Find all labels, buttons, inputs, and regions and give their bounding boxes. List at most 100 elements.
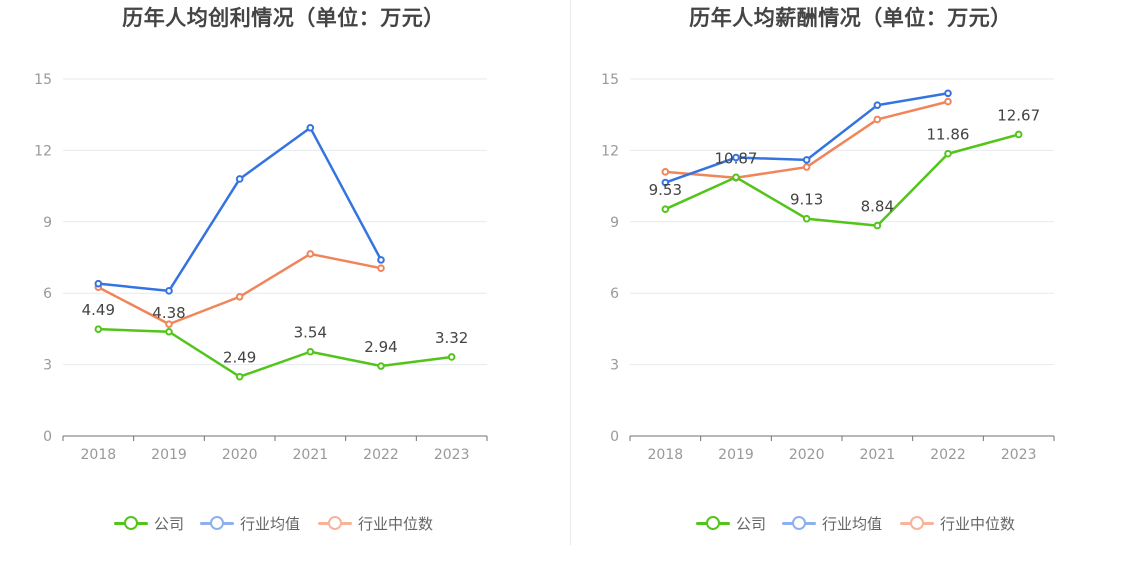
legend-item-industry-median[interactable]: 行业中位数	[900, 511, 1015, 535]
series-line-company	[664, 133, 1019, 227]
profit-per-capita-chart: 历年人均创利情况（单位：万元） 0 3 6 9 12 15 2018 2019 2020 2021…	[0, 6, 567, 535]
chart-legend: 公司 行业均值 行业中位数	[0, 511, 567, 535]
data-point-industry-avg[interactable]	[802, 156, 811, 164]
salary-per-capita-chart: 历年人均薪酬情况（单位：万元） 0 3 6 9 12 15 2018 2019 2020 2021…	[567, 0, 1134, 582]
legend-ring	[210, 516, 224, 530]
x-tick-label: 2022	[363, 447, 399, 463]
y-tick-label: 3	[610, 358, 619, 374]
panel-divider	[570, 0, 571, 545]
data-point-company[interactable]	[802, 214, 811, 223]
legend-ring	[910, 516, 924, 530]
data-point-industry-avg[interactable]	[944, 89, 952, 98]
data-point-company[interactable]	[165, 327, 173, 336]
data-point-industry-median[interactable]	[661, 168, 670, 176]
y-tick-label: 6	[43, 286, 52, 302]
legend-label: 行业均值	[822, 514, 883, 533]
data-label: 11.86	[927, 126, 970, 144]
legend-industry-avg-icon	[200, 511, 234, 535]
legend-ring	[706, 516, 720, 530]
data-point-industry-avg[interactable]	[165, 287, 173, 295]
legend-label: 行业中位数	[358, 514, 434, 533]
legend-item-company[interactable]: 公司	[114, 511, 184, 535]
legend-ring	[792, 516, 806, 530]
data-label: 2.49	[223, 349, 256, 367]
data-point-company[interactable]	[873, 221, 882, 230]
legend-item-industry-median[interactable]: 行业中位数	[318, 511, 433, 535]
legend-label: 行业中位数	[940, 514, 1016, 533]
data-label: 3.54	[294, 324, 327, 342]
chart-title: 历年人均创利情况（单位：万元）	[122, 6, 445, 30]
y-tick-label: 0	[610, 429, 619, 445]
legend-company-icon	[696, 511, 730, 535]
data-label: 4.38	[152, 304, 185, 322]
data-point-company[interactable]	[732, 173, 740, 182]
data-label: 3.32	[435, 329, 468, 347]
legend-industry-median-icon	[318, 511, 352, 535]
x-tick-label: 2023	[1001, 447, 1037, 463]
chart-title: 历年人均薪酬情况（单位：万元）	[689, 6, 1012, 30]
data-point-industry-avg[interactable]	[94, 279, 103, 288]
legend-label: 行业均值	[240, 514, 301, 533]
data-label: 12.67	[997, 106, 1040, 124]
x-tick-label: 2018	[81, 447, 117, 463]
x-tick-label: 2021	[293, 447, 329, 463]
data-point-industry-avg[interactable]	[661, 178, 670, 187]
data-point-industry-median[interactable]	[873, 115, 882, 124]
x-tick-label: 2019	[718, 447, 754, 463]
legend-ring	[124, 516, 138, 530]
legend-ring	[328, 516, 342, 530]
data-label: 9.53	[649, 181, 682, 199]
legend-label: 公司	[736, 514, 767, 533]
data-point-industry-median[interactable]	[306, 250, 315, 258]
data-label: 2.94	[364, 338, 397, 356]
y-tick-label: 15	[601, 72, 619, 88]
data-point-industry-median[interactable]	[802, 163, 811, 171]
data-label: 10.87	[715, 149, 758, 167]
data-point-industry-median[interactable]	[235, 292, 244, 301]
data-point-industry-avg[interactable]	[235, 175, 244, 183]
legend-industry-avg-icon	[782, 511, 816, 535]
data-label: 4.49	[82, 301, 115, 319]
chart-legend: 公司 行业均值 行业中位数	[567, 511, 1134, 535]
y-tick-label: 15	[34, 72, 52, 88]
data-point-industry-median[interactable]	[165, 320, 173, 328]
data-label: 9.13	[790, 191, 823, 209]
y-tick-label: 6	[610, 286, 619, 302]
x-tick-label: 2020	[789, 447, 825, 463]
series-line-industry-avg	[98, 126, 383, 293]
legend-item-industry-avg[interactable]: 行业均值	[200, 511, 300, 535]
data-point-company[interactable]	[235, 372, 244, 381]
data-point-company[interactable]	[377, 362, 385, 370]
y-tick-label: 9	[43, 215, 52, 231]
data-point-industry-median[interactable]	[377, 264, 385, 273]
x-tick-label: 2021	[860, 447, 896, 463]
y-tick-label: 12	[34, 143, 52, 159]
data-point-company[interactable]	[94, 325, 103, 333]
series-line-company	[98, 327, 452, 378]
y-tick-label: 0	[43, 429, 52, 445]
data-point-industry-median[interactable]	[944, 97, 952, 106]
data-point-company[interactable]	[1014, 130, 1023, 139]
data-point-industry-avg[interactable]	[306, 123, 315, 132]
y-tick-label: 9	[610, 215, 619, 231]
y-tick-label: 12	[601, 143, 619, 159]
x-tick-label: 2020	[222, 447, 258, 463]
legend-item-industry-avg[interactable]: 行业均值	[782, 511, 882, 535]
x-tick-label: 2023	[434, 447, 470, 463]
legend-item-company[interactable]: 公司	[696, 511, 766, 535]
salary-chart-plot: 0 3 6 9 12 15 2018 2019 2020 2021 2022 2023 9.53 10.8…	[601, 72, 1055, 463]
data-point-industry-avg[interactable]	[873, 101, 882, 109]
data-point-industry-avg[interactable]	[377, 256, 385, 264]
x-tick-label: 2019	[151, 447, 187, 463]
x-tick-label: 2018	[648, 447, 684, 463]
legend-label: 公司	[154, 514, 185, 533]
y-tick-label: 3	[43, 358, 52, 374]
data-point-company[interactable]	[306, 347, 315, 356]
data-point-company[interactable]	[447, 353, 456, 361]
profit-chart-plot: 0 3 6 9 12 15 2018 2019 2020 2021 2022 2023 4.49 4.38…	[34, 72, 488, 463]
legend-company-icon	[114, 511, 148, 535]
data-point-company[interactable]	[944, 149, 952, 158]
data-point-company[interactable]	[661, 205, 670, 213]
x-tick-label: 2022	[930, 447, 966, 463]
data-point-industry-avg[interactable]	[732, 153, 740, 162]
